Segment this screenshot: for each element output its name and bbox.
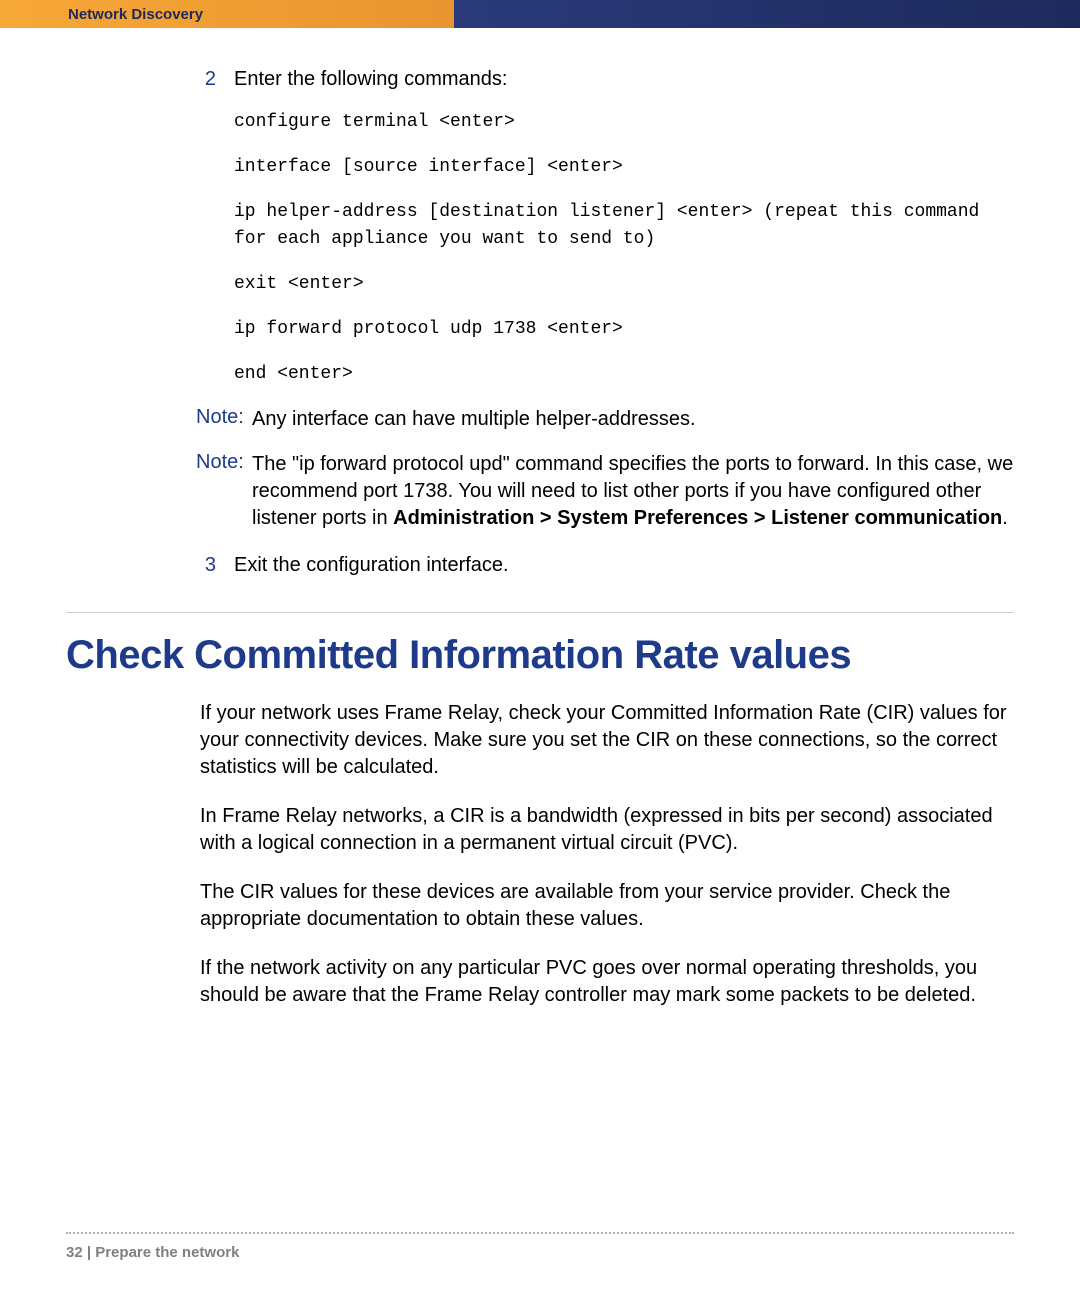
code-line-3: ip helper-address [destination listener]… [234, 199, 1014, 253]
code-line-5: ip forward protocol udp 1738 <enter> [234, 316, 1014, 343]
para-1: If your network uses Frame Relay, check … [200, 700, 1014, 781]
note-2-label: Note: [196, 451, 252, 532]
para-2: In Frame Relay networks, a CIR is a band… [200, 803, 1014, 857]
header-left: Network Discovery [0, 0, 454, 28]
code-line-4: exit <enter> [234, 271, 1014, 298]
footer-dots [66, 1232, 1014, 1234]
note-1-text: Any interface can have multiple helper-a… [252, 406, 1014, 433]
note-2-row: Note: The "ip forward protocol upd" comm… [196, 451, 1014, 532]
header-title: Network Discovery [68, 6, 203, 23]
step-3-text: Exit the configuration interface. [234, 554, 1014, 577]
step-3-row: 3 Exit the configuration interface. [66, 554, 1014, 577]
code-line-1: configure terminal <enter> [234, 109, 1014, 136]
note-2-part2: . [1002, 507, 1008, 529]
footer: 32 | Prepare the network [0, 1232, 1080, 1261]
note-2-bold: Administration > System Preferences > Li… [393, 507, 1002, 529]
para-3: The CIR values for these devices are ava… [200, 879, 1014, 933]
para-4: If the network activity on any particula… [200, 955, 1014, 1009]
code-line-2: interface [source interface] <enter> [234, 154, 1014, 181]
note-1-label: Note: [196, 406, 252, 433]
content: 2 Enter the following commands: configur… [0, 28, 1080, 1009]
footer-text: 32 | Prepare the network [66, 1244, 1014, 1261]
header-bar: Network Discovery [0, 0, 1080, 28]
code-line-6: end <enter> [234, 361, 1014, 388]
step-3-number: 3 [196, 554, 234, 577]
note-2-text: The "ip forward protocol upd" command sp… [252, 451, 1014, 532]
divider [66, 612, 1014, 613]
step-2-number: 2 [196, 68, 234, 91]
section-heading: Check Committed Information Rate values [66, 633, 1014, 678]
step-2-row: 2 Enter the following commands: [66, 68, 1014, 91]
note-1-row: Note: Any interface can have multiple he… [196, 406, 1014, 433]
header-right [454, 0, 1080, 28]
step-2-text: Enter the following commands: [234, 68, 1014, 91]
